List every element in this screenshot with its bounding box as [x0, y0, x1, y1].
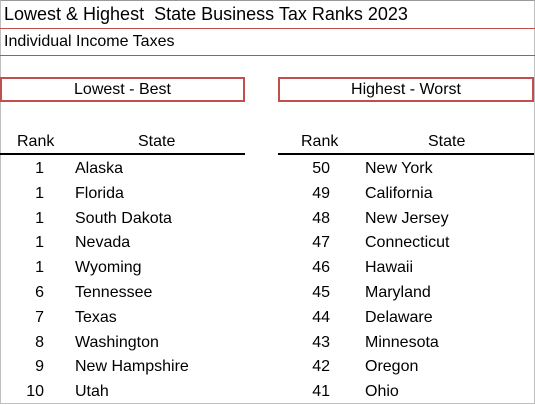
- table-row: 7 Texas 44 Delaware: [0, 306, 535, 331]
- highest-state-cell: Delaware: [365, 308, 433, 326]
- highest-rank-cell: 41: [312, 383, 330, 401]
- lowest-rank-cell: 1: [35, 184, 44, 202]
- table-row: 9 New Hampshire 42 Oregon: [0, 355, 535, 380]
- lowest-rank-cell: 1: [35, 259, 44, 277]
- lowest-state-cell: Wyoming: [75, 259, 142, 277]
- table-row: 1 Nevada 47 Connecticut: [0, 231, 535, 256]
- lowest-state-cell: Florida: [75, 184, 124, 202]
- lowest-rank-cell: 6: [35, 283, 44, 301]
- subtitle-row: Individual Income Taxes: [0, 29, 535, 56]
- highest-state-cell: Maryland: [365, 283, 431, 301]
- highest-state-cell: Connecticut: [365, 234, 450, 252]
- highest-section-header: Highest - Worst: [278, 77, 534, 102]
- highest-state-cell: New York: [365, 160, 433, 177]
- highest-rank-cell: 42: [312, 358, 330, 376]
- lowest-rank-cell: 9: [35, 358, 44, 376]
- lowest-rank-cell: 7: [35, 308, 44, 326]
- table-row: 1 Wyoming 46 Hawaii: [0, 256, 535, 281]
- lowest-rank-cell: 1: [35, 234, 44, 252]
- highest-state-column-header: State: [428, 133, 466, 150]
- table-row: 10 Utah 41 Ohio: [0, 380, 535, 405]
- lowest-rank-cell: 1: [35, 160, 44, 177]
- lowest-rank-cell: 8: [35, 333, 44, 351]
- lowest-state-cell: Washington: [75, 333, 159, 351]
- lowest-state-column-header: State: [138, 133, 176, 150]
- lowest-rank-cell: 10: [26, 383, 44, 401]
- highest-state-cell: Minnesota: [365, 333, 439, 351]
- lowest-rank-cell: 1: [35, 209, 44, 227]
- ranking-table: 1 Alaska 50 New York 1 Florida 49 Califo…: [0, 157, 535, 405]
- highest-rank-cell: 43: [312, 333, 330, 351]
- lowest-state-cell: New Hampshire: [75, 358, 189, 376]
- highest-state-cell: New Jersey: [365, 209, 449, 227]
- lowest-section-header: Lowest - Best: [0, 77, 245, 102]
- highest-rank-cell: 49: [312, 184, 330, 202]
- table-row: 8 Washington 43 Minnesota: [0, 331, 535, 356]
- highest-rank-column-header: Rank: [301, 133, 339, 150]
- highest-state-cell: Ohio: [365, 383, 399, 401]
- highest-state-cell: Hawaii: [365, 259, 414, 277]
- title-row: Lowest & Highest State Business Tax Rank…: [0, 0, 535, 29]
- table-row: 1 Alaska 50 New York: [0, 157, 535, 182]
- page-title: Lowest & Highest State Business Tax Rank…: [4, 4, 408, 24]
- highest-rank-cell: 50: [312, 160, 330, 177]
- highest-state-cell: California: [365, 184, 433, 202]
- page-subtitle: Individual Income Taxes: [4, 33, 175, 50]
- table-row: 6 Tennessee 45 Maryland: [0, 281, 535, 306]
- table-row: 1 South Dakota 48 New Jersey: [0, 207, 535, 232]
- lowest-state-cell: Tennessee: [75, 283, 153, 301]
- lowest-state-cell: Nevada: [75, 234, 131, 252]
- lowest-header-underline: [0, 153, 245, 155]
- highest-rank-cell: 44: [312, 308, 330, 326]
- highest-rank-cell: 47: [312, 234, 330, 252]
- highest-rank-cell: 46: [312, 259, 330, 277]
- highest-state-cell: Oregon: [365, 358, 419, 376]
- lowest-rank-column-header: Rank: [17, 133, 55, 150]
- lowest-state-cell: Utah: [75, 383, 109, 401]
- lowest-state-cell: Alaska: [75, 160, 124, 177]
- highest-rank-cell: 48: [312, 209, 330, 227]
- table-row: 1 Florida 49 California: [0, 182, 535, 207]
- lowest-state-cell: Texas: [75, 308, 117, 326]
- highest-rank-cell: 45: [312, 283, 330, 301]
- highest-header-underline: [278, 153, 534, 155]
- lowest-state-cell: South Dakota: [75, 209, 172, 227]
